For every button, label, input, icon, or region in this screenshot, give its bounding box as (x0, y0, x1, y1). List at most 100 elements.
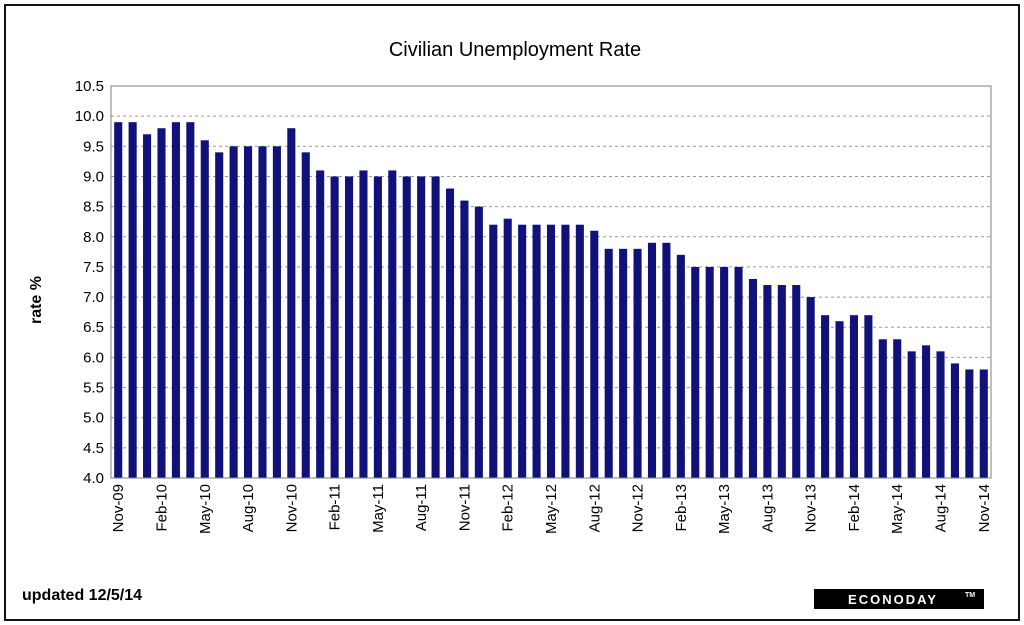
bar-Feb-11 (330, 176, 339, 478)
bar-series (114, 122, 988, 479)
bar-Dec-10 (301, 152, 310, 478)
bar-Nov-13 (806, 297, 815, 478)
x-tick-label: Aug-12 (586, 484, 603, 532)
bar-Oct-11 (445, 188, 455, 478)
bar-Mar-12 (518, 224, 527, 478)
bar-May-10 (200, 140, 209, 478)
bar-Sep-11 (431, 176, 440, 478)
bar-May-11 (373, 176, 382, 478)
bar-Oct-13 (792, 285, 801, 478)
bar-Apr-13 (705, 266, 714, 478)
x-tick-label: Aug-13 (759, 484, 776, 532)
x-tick-label: Aug-11 (413, 484, 430, 531)
bar-Jun-12 (561, 224, 570, 478)
bar-Sep-14 (950, 363, 959, 478)
bar-Aug-11 (417, 176, 426, 478)
econoday-logo: ECONODAY TM (814, 589, 984, 609)
bar-May-12 (546, 224, 556, 478)
y-tick-label: 7.5 (83, 259, 104, 276)
x-tick-label: Aug-10 (240, 484, 257, 532)
bar-Mar-13 (691, 266, 700, 478)
x-tick-label: Aug-14 (933, 484, 950, 532)
bar-Nov-09 (114, 122, 123, 479)
x-tick-label: May-10 (197, 484, 214, 534)
y-tick-label: 8.0 (83, 229, 104, 246)
bar-Nov-12 (633, 248, 642, 478)
x-tick-label: Nov-10 (283, 484, 300, 532)
bar-May-14 (893, 339, 902, 478)
bar-Feb-10 (157, 128, 166, 478)
x-tick-label: Nov-13 (803, 484, 820, 532)
y-tick-label: 9.0 (83, 168, 104, 185)
brand-name: ECONODAY (848, 592, 938, 607)
bar-Jul-10 (229, 146, 238, 478)
bar-Jul-14 (922, 345, 931, 478)
bar-Mar-14 (864, 315, 873, 478)
brand-trademark: TM (965, 592, 975, 599)
x-tick-label: May-11 (370, 484, 387, 533)
bar-Oct-12 (619, 248, 628, 478)
bar-Jun-14 (907, 351, 916, 478)
x-tick-label: Nov-14 (976, 484, 993, 532)
bar-Jan-10 (143, 134, 152, 478)
bar-Jul-11 (402, 176, 411, 478)
x-tick-label: Nov-12 (630, 484, 647, 532)
bar-Feb-12 (503, 218, 512, 478)
bar-Jul-12 (575, 224, 584, 478)
y-axis-label: rate % (28, 276, 45, 324)
bar-Jan-11 (316, 170, 325, 478)
bar-Apr-14 (878, 339, 887, 478)
bar-Aug-10 (244, 146, 253, 478)
y-tick-labels: 4.0 4.5 5.0 5.5 6.0 6.5 7.0 7.5 8.0 8.5 9.0 9.5 10.0… (75, 78, 104, 487)
y-tick-label: 6.0 (83, 349, 104, 366)
bar-Jul-13 (748, 278, 758, 478)
y-tick-label: 7.0 (83, 289, 104, 306)
bar-Dec-11 (474, 206, 483, 478)
bar-Aug-14 (936, 351, 945, 478)
bar-Aug-13 (763, 285, 772, 478)
bar-Oct-14 (965, 369, 974, 478)
bar-Sep-13 (777, 285, 786, 478)
bar-Jun-11 (388, 170, 397, 478)
bar-Apr-10 (186, 122, 195, 479)
bar-Feb-14 (849, 315, 858, 478)
bar-Feb-13 (676, 254, 685, 478)
bar-Dec-12 (647, 242, 657, 478)
bar-Dec-13 (821, 315, 830, 478)
bar-Jan-13 (662, 242, 671, 478)
y-tick-label: 5.0 (83, 410, 104, 427)
bar-Sep-10 (258, 146, 267, 478)
x-tick-label: May-13 (716, 484, 733, 534)
x-tick-label: Feb-10 (154, 484, 171, 532)
updated-label: updated 12/5/14 (22, 587, 142, 604)
bar-Mar-10 (171, 122, 180, 479)
bar-Dec-09 (128, 122, 137, 479)
y-tick-label: 4.0 (83, 470, 104, 487)
x-tick-label: Feb-13 (673, 484, 690, 532)
bar-Mar-11 (344, 176, 354, 478)
y-tick-label: 10.5 (75, 78, 104, 95)
x-tick-label: Feb-14 (846, 484, 863, 532)
bar-May-13 (720, 266, 729, 478)
bar-Jun-13 (734, 266, 743, 478)
y-tick-label: 9.5 (83, 138, 104, 155)
x-tick-label: Feb-11 (327, 484, 344, 530)
chart-title: Civilian Unemployment Rate (389, 39, 641, 61)
x-tick-label: Feb-12 (500, 484, 517, 532)
bar-Jan-12 (489, 224, 498, 478)
bar-Nov-14 (979, 369, 988, 478)
bar-Jun-10 (215, 152, 224, 478)
y-tick-label: 10.0 (75, 108, 104, 125)
x-tick-label: Nov-11 (456, 484, 473, 531)
y-tick-label: 4.5 (83, 440, 104, 457)
y-tick-label: 6.5 (83, 319, 104, 336)
plot-area-border (110, 85, 992, 479)
bar-Jan-14 (835, 321, 844, 478)
x-tick-labels: Nov-09 Feb-10 May-10 Aug-10 Nov-10 Feb-11 May-… (110, 484, 993, 534)
x-tick-label: Nov-09 (110, 484, 127, 532)
x-tick-label: May-12 (543, 484, 560, 534)
bar-Aug-12 (590, 230, 599, 478)
x-tick-label: May-14 (889, 484, 906, 534)
bar-Apr-11 (359, 170, 368, 478)
